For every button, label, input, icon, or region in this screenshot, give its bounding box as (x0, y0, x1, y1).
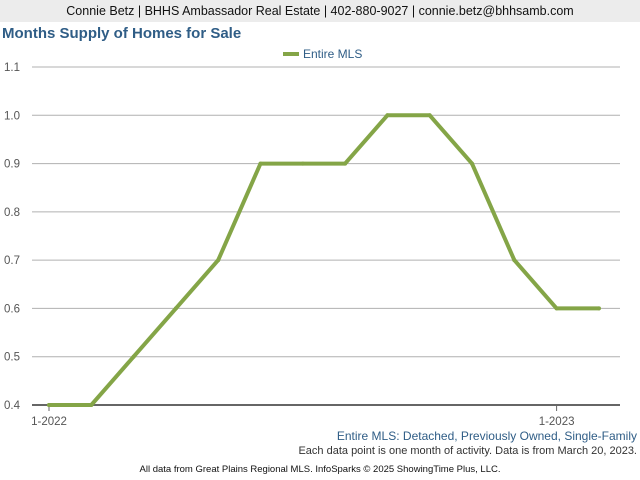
agent-contact-banner: Connie Betz | BHHS Ambassador Real Estat… (0, 0, 640, 22)
y-tick-label: 0.9 (4, 159, 20, 171)
y-tick-label: 1.0 (4, 110, 20, 122)
legend: Entire MLS (283, 47, 362, 61)
chart-title: Months Supply of Homes for Sale (2, 25, 242, 42)
data-point (343, 161, 348, 166)
data-point (470, 161, 474, 166)
x-tick-label: 1-2022 (31, 416, 67, 428)
data-activity-note: Each data point is one month of activity… (298, 445, 637, 457)
series-line (47, 113, 601, 407)
y-tick-label: 0.8 (4, 207, 20, 219)
legend-label: Entire MLS (303, 47, 362, 61)
data-point (427, 113, 432, 118)
data-subset-note: Entire MLS: Detached, Previously Owned, … (336, 429, 637, 443)
data-point (89, 403, 94, 407)
y-tick-label: 0.7 (4, 255, 20, 267)
data-point (216, 258, 221, 263)
data-point (131, 354, 136, 359)
series-lines (47, 113, 601, 407)
axes: 0.4 0.5 0.6 0.7 0.8 0.9 1.0 1.1 1-2022 1-2023 (4, 62, 620, 428)
grid-lines (32, 66, 620, 358)
y-tick-label: 0.4 (4, 400, 21, 412)
y-tick-label: 0.6 (4, 303, 20, 315)
data-point (554, 306, 559, 311)
data-point (258, 161, 263, 166)
y-tick-label: 1.1 (4, 62, 20, 74)
data-point (300, 161, 305, 166)
data-point (596, 306, 601, 311)
data-point (173, 306, 178, 311)
y-tick-label: 0.5 (4, 352, 20, 364)
data-point (512, 258, 517, 263)
x-tick-label: 1-2023 (539, 416, 575, 428)
data-point (47, 403, 51, 407)
data-point (385, 113, 390, 118)
agent-contact-text: Connie Betz | BHHS Ambassador Real Estat… (66, 4, 574, 18)
data-source-credit: All data from Great Plains Regional MLS.… (139, 464, 501, 475)
